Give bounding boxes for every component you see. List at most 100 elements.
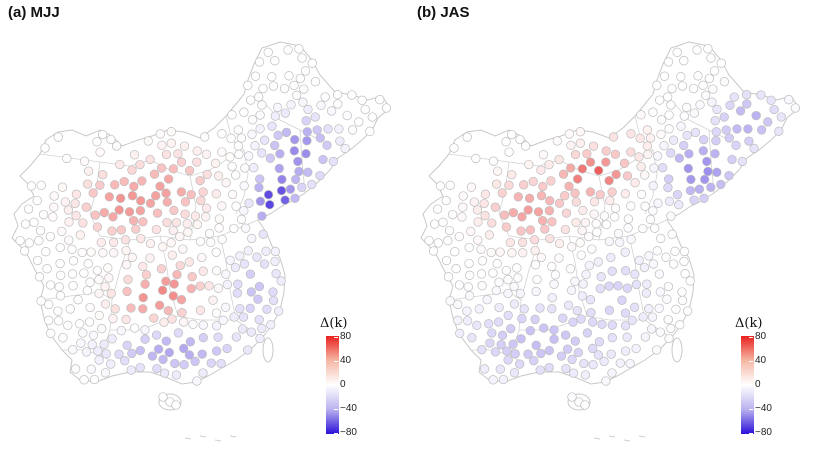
station-dot: [96, 237, 106, 248]
station-dot: [221, 269, 231, 279]
station-dot: [213, 283, 224, 293]
station-dot: [301, 116, 311, 126]
station-dot: [654, 269, 665, 279]
station-dot: [473, 217, 483, 227]
station-dot: [40, 143, 50, 153]
station-dot: [742, 99, 752, 109]
station-dot: [246, 95, 256, 105]
station-dot: [289, 80, 299, 90]
station-dot: [655, 287, 665, 297]
station-dot: [607, 266, 617, 276]
station-dot: [184, 350, 195, 360]
station-dot: [664, 110, 674, 120]
station-dot: [729, 92, 739, 102]
station-dot: [465, 270, 475, 280]
station-dot: [558, 169, 569, 179]
station-dot: [703, 44, 713, 54]
station-dot: [667, 229, 677, 239]
station-dot: [262, 304, 272, 314]
station-dot: [535, 303, 545, 313]
station-dot: [659, 71, 670, 81]
station-dot: [743, 124, 753, 134]
station-dot: [178, 244, 188, 254]
station-dot: [593, 350, 604, 360]
station-dot: [84, 317, 95, 327]
station-dot: [547, 304, 557, 314]
station-dot: [179, 317, 189, 327]
station-dot: [604, 236, 615, 247]
station-dot: [666, 211, 676, 221]
station-dot: [156, 163, 167, 173]
station-dot: [666, 323, 676, 334]
taiwan-outline: [671, 337, 683, 363]
station-dot: [184, 165, 195, 176]
station-dot: [217, 147, 227, 157]
station-dot: [145, 238, 156, 249]
station-dot: [538, 150, 549, 160]
station-dot: [530, 245, 540, 256]
hainan-outline: [567, 393, 591, 411]
station-dot: [570, 276, 580, 286]
station-dot: [712, 104, 722, 115]
legend-tick: 0: [334, 379, 346, 390]
station-dot: [56, 270, 66, 280]
station-dot: [568, 317, 578, 327]
station-dot: [138, 304, 148, 314]
station-dot: [568, 368, 579, 378]
station-dot: [464, 291, 475, 301]
station-dot: [206, 237, 216, 247]
station-dot: [79, 375, 89, 385]
station-dot: [724, 133, 734, 143]
station-dot: [79, 156, 90, 166]
station-dot: [108, 212, 118, 222]
station-dot: [53, 306, 63, 316]
station-dot: [666, 148, 676, 158]
station-dot: [235, 251, 245, 261]
station-dot: [441, 255, 452, 266]
station-dot: [138, 217, 148, 227]
station-dot: [552, 136, 562, 146]
station-dot: [477, 281, 487, 291]
station-dot: [525, 326, 535, 336]
station-dot: [604, 175, 614, 186]
station-dot: [267, 121, 277, 131]
station-dot: [211, 308, 222, 318]
station-dot: [236, 214, 247, 225]
station-dot: [55, 258, 65, 269]
station-dot: [451, 264, 461, 274]
station-dot: [512, 263, 522, 273]
station-dot: [515, 288, 525, 299]
station-dot: [46, 328, 56, 338]
station-dot: [517, 237, 528, 248]
station-dot: [76, 338, 86, 348]
station-dot: [128, 215, 139, 226]
station-dot: [447, 209, 458, 220]
station-dot: [586, 308, 596, 318]
station-dot: [168, 225, 178, 236]
station-dot: [652, 345, 662, 355]
station-dot: [214, 214, 225, 224]
station-dot: [210, 158, 221, 168]
station-dot: [663, 314, 673, 325]
station-dot: [171, 400, 181, 410]
station-dot: [560, 330, 571, 340]
station-dot: [64, 235, 74, 245]
station-dot: [73, 295, 83, 305]
station-dot: [312, 125, 322, 135]
china-map: [11, 41, 392, 442]
station-dot: [716, 58, 726, 68]
station-dot: [490, 347, 501, 357]
station-dot: [116, 326, 126, 336]
station-dot: [222, 279, 233, 290]
station-dot: [485, 338, 495, 348]
station-dot: [45, 280, 56, 290]
station-dot: [626, 129, 636, 139]
station-dot: [155, 181, 165, 191]
station-dot: [294, 166, 304, 177]
station-dot: [575, 238, 585, 248]
station-dot: [462, 306, 472, 316]
station-dot: [335, 136, 345, 146]
station-dot: [247, 115, 258, 125]
station-dot: [127, 165, 137, 175]
station-dot: [98, 248, 108, 258]
